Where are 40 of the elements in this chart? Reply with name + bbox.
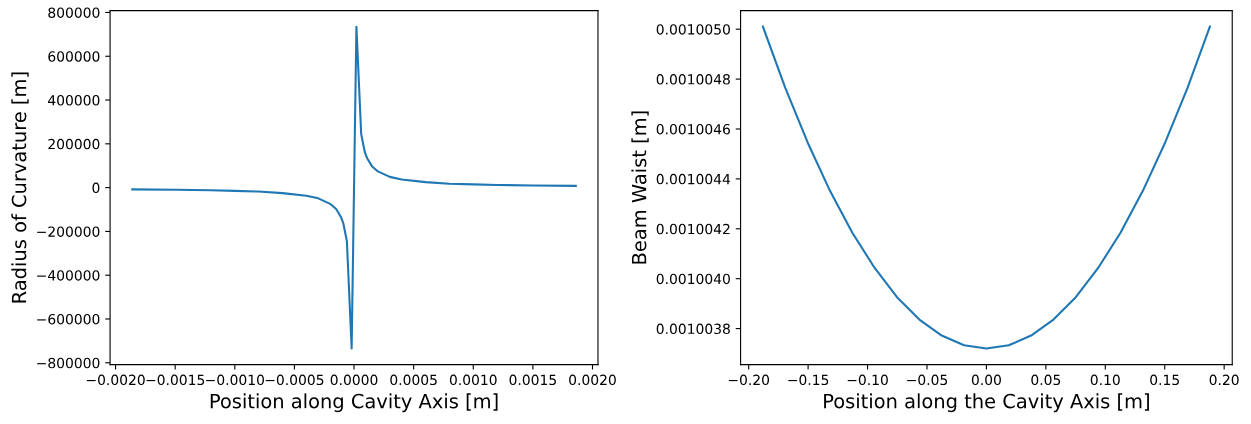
- x-tick-label: 0.20: [1209, 374, 1239, 386]
- y-tick-label: 0.0010044: [656, 173, 731, 185]
- y-tick-label: 0.0010038: [656, 323, 730, 335]
- y-tick-label: 0.0010042: [656, 223, 730, 235]
- y-axis-title: Beam Waist [m]: [631, 111, 649, 264]
- x-tick-label: 0.0000: [330, 374, 378, 386]
- y-tick-label: −800000: [37, 357, 100, 369]
- x-axis-title: Position along Cavity Axis [m]: [210, 393, 498, 413]
- x-tick-label: −0.20: [728, 374, 770, 386]
- y-tick-label: −600000: [37, 313, 100, 325]
- x-tick-label: 0.0020: [569, 374, 616, 386]
- x-tick-label: −0.05: [907, 374, 948, 386]
- x-tick-label: −0.10: [847, 374, 888, 386]
- x-tick-label: −0.0015: [146, 374, 205, 386]
- x-tick-label: −0.0010: [206, 374, 264, 386]
- y-tick-label: 0: [92, 182, 100, 194]
- line-series: [761, 25, 1211, 350]
- y-tick-label: 400000: [48, 95, 100, 106]
- x-tick-label: 0.0015: [509, 374, 556, 386]
- y-tick-label: 0.0010048: [656, 74, 730, 85]
- x-tick-label: 0.0005: [390, 374, 437, 386]
- y-tick-label: 200000: [48, 138, 100, 150]
- x-tick-label: −0.15: [788, 374, 829, 386]
- y-tick-label: 0.0010050: [656, 24, 730, 35]
- x-tick-label: −0.0005: [265, 374, 324, 386]
- y-axis-title: Radius of Curvature [m]: [11, 72, 29, 303]
- x-axis-title: Position along the Cavity Axis [m]: [824, 393, 1149, 413]
- line-series: [131, 25, 577, 350]
- x-tick-label: −0.0020: [86, 374, 145, 386]
- x-tick-label: 0.00: [971, 374, 1001, 386]
- x-tick-label: 0.10: [1090, 374, 1120, 386]
- y-tick-label: 0.0010040: [656, 273, 730, 285]
- x-tick-label: 0.05: [1031, 374, 1061, 386]
- y-tick-label: −400000: [37, 270, 100, 281]
- y-tick-label: 600000: [48, 51, 100, 62]
- y-tick-label: 0.0010046: [656, 123, 730, 135]
- x-tick-label: 0.0010: [449, 374, 497, 386]
- y-tick-label: −200000: [37, 226, 100, 237]
- y-tick-label: 800000: [48, 7, 100, 18]
- x-tick-label: 0.15: [1150, 374, 1179, 386]
